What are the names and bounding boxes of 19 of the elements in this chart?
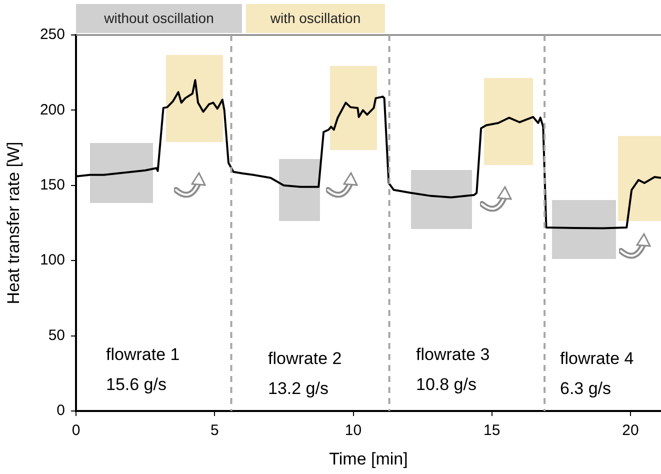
y-tick-label: 150 xyxy=(40,176,65,194)
x-axis-title: Time [min] xyxy=(329,449,408,468)
y-tick-label: 250 xyxy=(40,26,65,44)
annotation: flowrate 1 15.6 g/s xyxy=(106,344,180,396)
x-tick-label: 15 xyxy=(484,422,500,440)
annotation: flowrate 4 6.3 g/s xyxy=(560,348,634,400)
y-tick-label: 0 xyxy=(56,402,65,420)
y-tick-label: 50 xyxy=(48,326,65,344)
x-tick-label: 5 xyxy=(210,422,219,440)
x-tick-label: 0 xyxy=(72,422,80,440)
y-axis-title: Heat transfer rate [W] xyxy=(4,142,23,304)
x-tick-label: 20 xyxy=(622,422,639,440)
annotation: flowrate 2 13.2 g/s xyxy=(268,348,342,400)
text: with oscillation xyxy=(246,4,385,33)
y-tick-label: 100 xyxy=(40,252,65,269)
y-tick-label: 200 xyxy=(40,101,65,118)
text: without oscillation xyxy=(76,4,242,33)
annotation: flowrate 3 10.8 g/s xyxy=(416,344,490,396)
x-tick-label: 10 xyxy=(344,422,362,440)
